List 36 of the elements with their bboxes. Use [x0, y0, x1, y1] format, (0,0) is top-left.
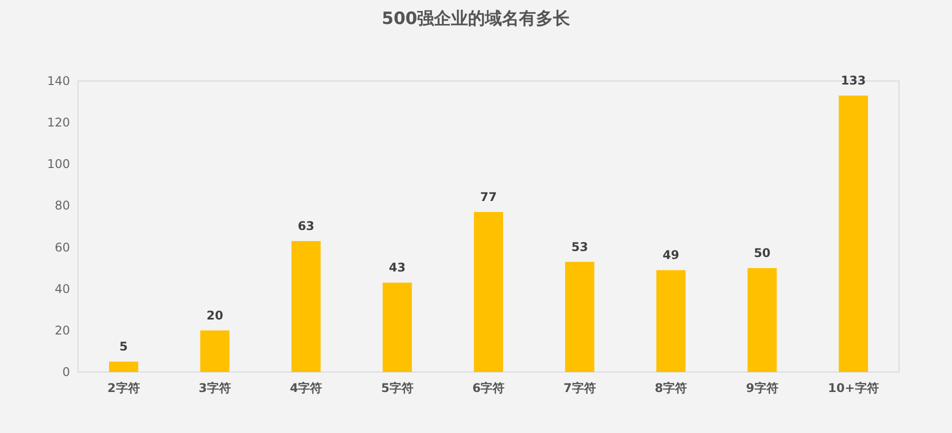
- y-tick-label: 0: [62, 365, 70, 379]
- x-tick-label: 8字符: [654, 381, 688, 395]
- data-label: 63: [298, 219, 314, 234]
- bar: [748, 268, 777, 372]
- x-tick-label: 9字符: [746, 381, 778, 395]
- bar: [474, 212, 504, 372]
- y-tick-label: 80: [54, 198, 70, 213]
- bar: [291, 241, 321, 372]
- y-tick-label: 20: [54, 323, 70, 338]
- bar: [656, 270, 686, 372]
- y-tick-label: 140: [47, 74, 70, 88]
- x-tick-label: 4字符: [290, 381, 322, 395]
- x-tick-label: 3字符: [198, 381, 232, 395]
- y-tick-label: 60: [54, 240, 70, 254]
- x-tick-label: 2字符: [107, 381, 140, 395]
- data-label: 77: [480, 190, 497, 204]
- chart-title: 500强企业的域名有多长: [382, 9, 572, 29]
- data-label: 49: [662, 248, 680, 262]
- bar: [382, 282, 412, 372]
- data-label: 43: [388, 260, 406, 275]
- bar: [838, 96, 868, 372]
- data-label: 53: [571, 240, 588, 254]
- bar: [565, 262, 594, 372]
- bar: [109, 362, 138, 372]
- y-tick-label: 120: [47, 116, 70, 130]
- bar: [200, 330, 230, 372]
- x-tick-label: 5字符: [381, 381, 414, 395]
- y-tick-label: 100: [47, 157, 70, 172]
- data-label: 133: [840, 74, 866, 88]
- data-label: 20: [206, 308, 224, 322]
- data-label: 50: [754, 246, 771, 260]
- x-tick-label: 7字符: [564, 381, 596, 395]
- data-label: 5: [119, 340, 128, 354]
- y-tick-label: 40: [54, 282, 70, 296]
- x-tick-label: 6字符: [472, 381, 505, 395]
- x-tick-label: 10+字符: [828, 381, 879, 395]
